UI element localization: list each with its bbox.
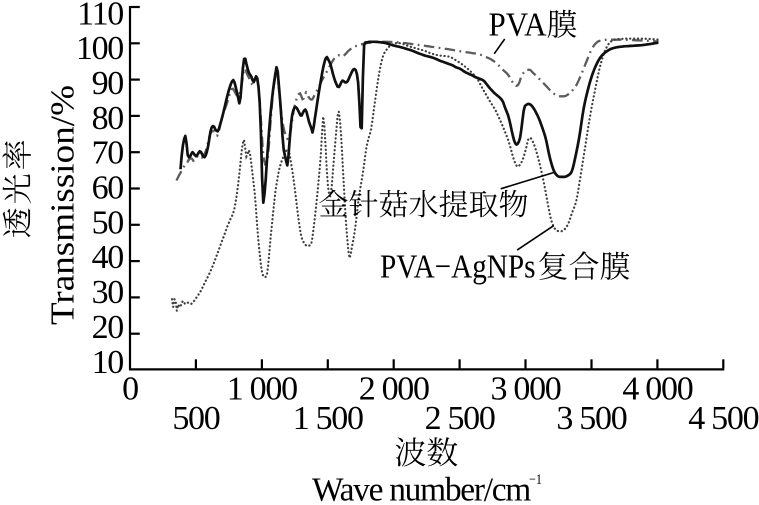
svg-text:100: 100	[76, 30, 123, 67]
svg-text:−1: −1	[529, 472, 542, 488]
svg-text:Wave number/cm: Wave number/cm	[312, 472, 531, 505]
svg-text:2 500: 2 500	[425, 400, 495, 437]
svg-text:1 000: 1 000	[227, 371, 297, 408]
svg-text:4 500: 4 500	[688, 400, 758, 437]
svg-text:500: 500	[172, 400, 219, 437]
svg-text:70: 70	[92, 135, 124, 172]
svg-text:PVA−AgNPs: PVA−AgNPs	[380, 249, 536, 286]
svg-text:30: 30	[92, 274, 124, 311]
svg-text:80: 80	[92, 100, 124, 137]
svg-text:110: 110	[77, 0, 123, 32]
svg-text:60: 60	[92, 170, 124, 207]
svg-text:4 000: 4 000	[622, 371, 692, 408]
svg-text:50: 50	[92, 204, 124, 241]
svg-text:PVA: PVA	[489, 7, 547, 44]
svg-text:90: 90	[92, 65, 124, 102]
svg-text:1 500: 1 500	[293, 400, 363, 437]
svg-text:20: 20	[92, 309, 124, 346]
svg-text:0: 0	[122, 371, 138, 408]
svg-text:40: 40	[92, 239, 124, 276]
svg-text:Transmission/%: Transmission/%	[45, 85, 82, 325]
svg-text:3 500: 3 500	[556, 400, 626, 437]
svg-text:2 000: 2 000	[359, 371, 429, 408]
svg-text:3 000: 3 000	[490, 371, 560, 408]
svg-text:10: 10	[92, 344, 124, 381]
